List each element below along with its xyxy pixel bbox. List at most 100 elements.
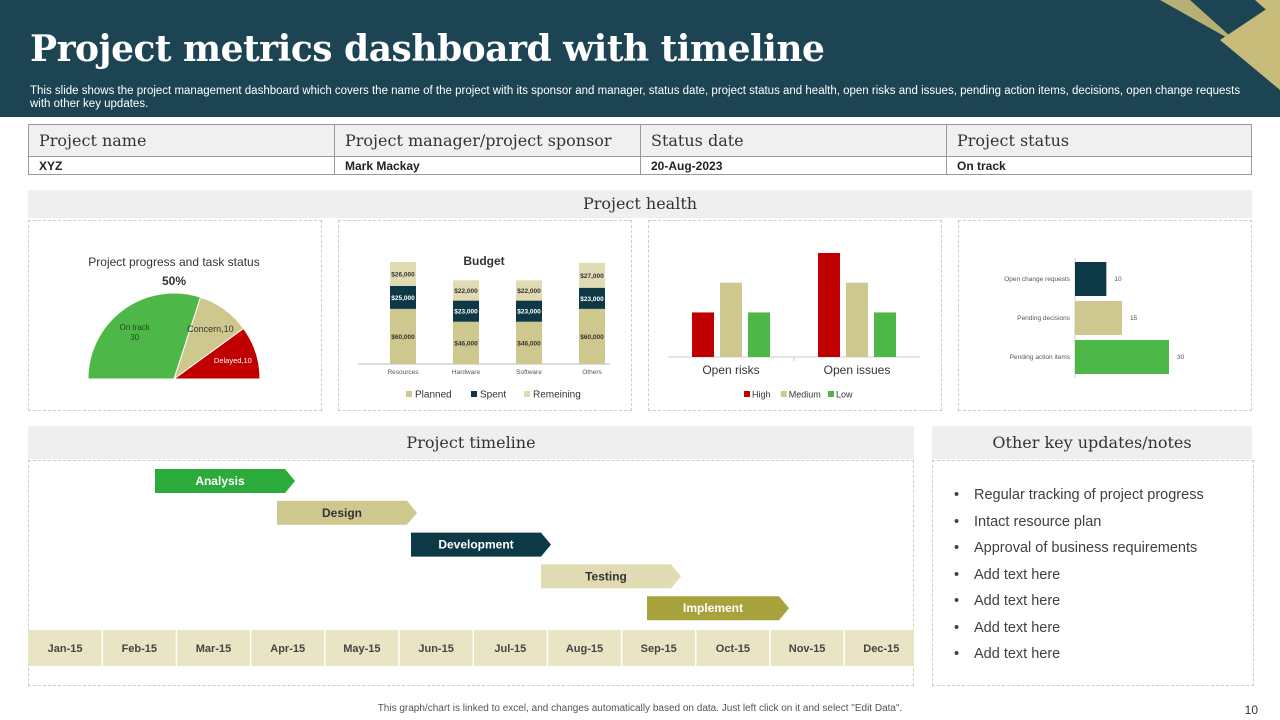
- note-text: Add text here: [974, 646, 1061, 662]
- bullet-icon: •: [954, 646, 960, 662]
- note-item: • Add text here: [954, 564, 1204, 591]
- budget-bar-software-planned: [516, 321, 542, 364]
- budget-legend-remeining: Remeining: [533, 390, 581, 401]
- risk-legend-low: Low: [836, 390, 853, 400]
- hbar-category-label: Pending action items: [1010, 354, 1071, 361]
- value-project-manager: Mark Mackay: [334, 156, 641, 175]
- page-number: 10: [1244, 703, 1258, 717]
- month-strip: [28, 630, 914, 666]
- pie-slice-on-track: [87, 292, 202, 380]
- budget-bar-others-planned: [579, 308, 605, 364]
- progress-percent: 50%: [161, 274, 187, 288]
- budget-label: $25,000: [391, 295, 415, 302]
- budget-category-label: Software: [516, 369, 542, 376]
- risk-bar-open-risks-high: [692, 312, 714, 357]
- pending-items-bar-chart: Open change requests 10 Pending decisions 1…: [1004, 258, 1185, 378]
- note-item: • Regular tracking of project progress: [954, 484, 1204, 511]
- budget-bar-others-spent: [579, 287, 605, 309]
- gantt-label-implement: Implement: [683, 601, 743, 615]
- budget-bar-hardware-remeining: [453, 280, 479, 301]
- legend-swatch: [744, 391, 750, 397]
- month-label: Jul-15: [494, 643, 526, 655]
- gantt-label-development: Development: [438, 538, 513, 552]
- value-project-name: XYZ: [28, 156, 335, 175]
- pie-value-on-track: 30: [130, 333, 139, 342]
- month-label: Dec-15: [863, 643, 899, 655]
- gantt-label-testing: Testing: [585, 569, 627, 583]
- note-item: • Intact resource plan: [954, 511, 1204, 538]
- note-text: Add text here: [974, 566, 1061, 583]
- risk-category-label: Open issues: [824, 363, 891, 377]
- project-info-table: Project name Project manager/project spo…: [28, 124, 1252, 175]
- bullet-icon: •: [954, 540, 960, 556]
- budget-label: $23,000: [517, 309, 541, 316]
- budget-bar-resources-spent: [390, 285, 416, 309]
- hbar-category-label: Pending decisions: [1017, 315, 1071, 322]
- pie-label-concern: Concern,10: [187, 324, 234, 334]
- hbar-pending-action-items: [1075, 340, 1169, 374]
- bullet-icon: •: [954, 566, 960, 583]
- legend-swatch: [828, 391, 834, 397]
- bullet-icon: •: [954, 487, 960, 503]
- header-project-name: Project name: [28, 124, 335, 157]
- month-label: Aug-15: [566, 643, 603, 655]
- legend-swatch: [524, 391, 530, 397]
- risk-bar-open-risks-medium: [720, 282, 742, 357]
- hbar-open-change-requests: [1075, 262, 1107, 296]
- corner-decoration: [1160, 0, 1280, 90]
- note-item: • Add text here: [954, 643, 1204, 670]
- header-project-manager: Project manager/project sponsor: [334, 124, 641, 157]
- budget-stacked-bar-chart: $60,000 $25,000 $26,000 Resources $46,000 $23…: [358, 262, 610, 401]
- risks-issues-bar-chart: Open risks Open issues High Medium Low: [668, 253, 920, 400]
- budget-label: $23,000: [580, 296, 604, 303]
- budget-label: $60,000: [391, 334, 415, 341]
- gantt-timeline: Jan-15 Feb-15 Mar-15 Apr-15 May-15 Jun-15 Jul-…: [28, 469, 914, 666]
- note-text: Add text here: [974, 593, 1061, 609]
- bullet-icon: •: [954, 619, 960, 636]
- budget-bar-others-remeining: [579, 262, 605, 288]
- notes-heading: Other key updates/notes: [932, 426, 1252, 459]
- legend-swatch: [780, 391, 787, 397]
- gantt-bar-development: [411, 532, 551, 557]
- budget-legend-planned: Planned: [415, 390, 452, 401]
- month-label: Jan-15: [48, 643, 83, 655]
- footer-note: This graph/chart is linked to excel, and…: [377, 703, 903, 714]
- title-banner: Project metrics dashboard with timeline …: [0, 0, 1280, 117]
- hbar-value-label: 10: [1114, 276, 1122, 283]
- header-status-date: Status date: [640, 124, 947, 157]
- note-item: • Add text here: [954, 590, 1204, 617]
- note-text: Approval of business requirements: [974, 540, 1198, 556]
- budget-label: $46,000: [517, 340, 541, 347]
- pie-label-on-track: On track: [120, 323, 151, 332]
- note-text: Intact resource plan: [974, 513, 1102, 530]
- risk-bar-open-issues-high: [818, 253, 840, 357]
- legend-swatch: [471, 391, 477, 397]
- budget-label: $22,000: [454, 288, 478, 295]
- gantt-label-analysis: Analysis: [195, 474, 245, 488]
- budget-label: $60,000: [580, 334, 604, 341]
- risk-bar-open-issues-low: [874, 312, 896, 357]
- month-label: Feb-15: [122, 643, 157, 655]
- hbar-category-label: Open change requests: [1004, 276, 1071, 283]
- risk-legend-medium: Medium: [789, 390, 821, 400]
- month-label: Sep-15: [641, 643, 677, 655]
- note-item: • Approval of business requirements: [954, 537, 1204, 564]
- value-project-status: On track: [946, 156, 1252, 175]
- pie-label-delayed: Delayed,10: [214, 356, 252, 365]
- progress-chart-title: Project progress and task status: [88, 255, 260, 269]
- budget-bar-resources-planned: [390, 308, 416, 364]
- budget-bar-hardware-planned: [453, 321, 479, 364]
- project-timeline-heading: Project timeline: [28, 426, 914, 459]
- budget-bar-hardware-spent: [453, 300, 479, 322]
- note-item: • Add text here: [954, 617, 1204, 644]
- budget-chart-title: Budget: [463, 254, 505, 268]
- budget-legend-spent: Spent: [480, 390, 506, 401]
- budget-bar-software-remeining: [516, 280, 542, 301]
- budget-label: $27,000: [580, 273, 604, 280]
- budget-bar-resources-remeining: [390, 262, 416, 286]
- budget-label: $26,000: [391, 271, 415, 278]
- month-label: Apr-15: [270, 643, 305, 655]
- bullet-icon: •: [954, 593, 960, 609]
- month-label: Nov-15: [789, 643, 826, 655]
